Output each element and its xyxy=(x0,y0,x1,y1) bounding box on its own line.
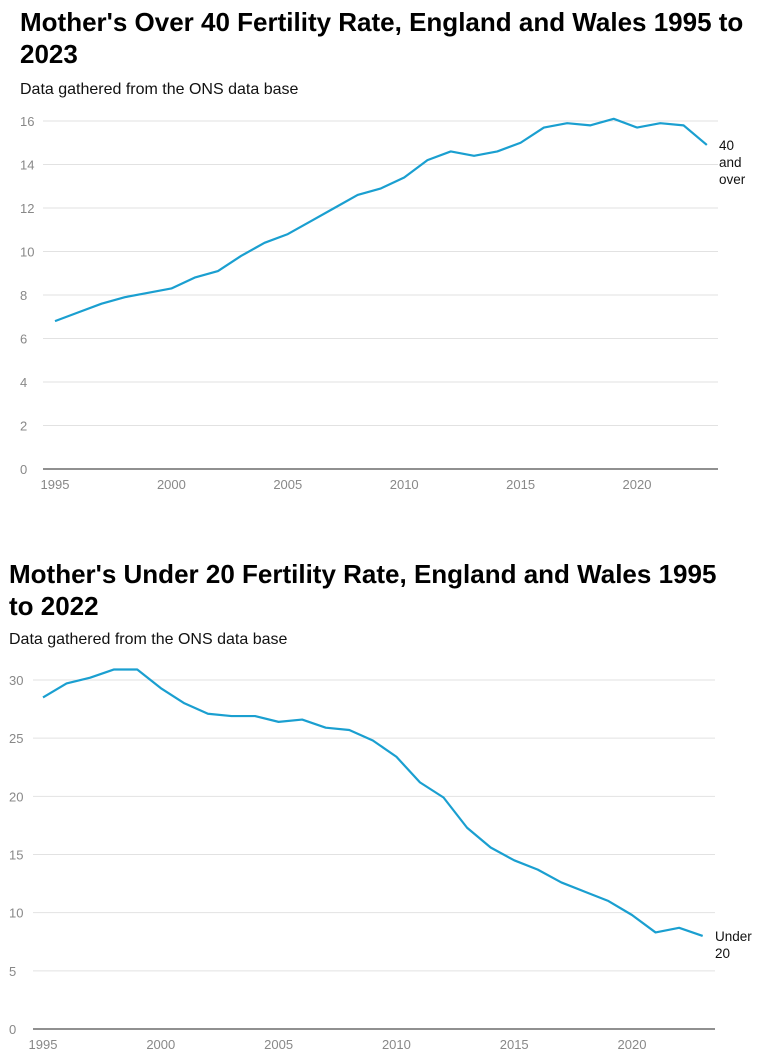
chart1-y-tick-label: 14 xyxy=(20,158,34,173)
chart1-x-tick-label: 2015 xyxy=(506,477,535,492)
chart2-x-tick-label: 2005 xyxy=(264,1037,293,1052)
chart2-y-tick-label: 15 xyxy=(9,848,23,863)
chart2-x-tick-label: 2000 xyxy=(146,1037,175,1052)
chart2-y-tick-label: 0 xyxy=(9,1022,16,1037)
chart1-x-tick-label: 2005 xyxy=(273,477,302,492)
chart2-x-tick-label: 1995 xyxy=(29,1037,58,1052)
chart1-y-tick-label: 12 xyxy=(20,201,34,216)
chart1-y-tick-label: 4 xyxy=(20,375,27,390)
chart1-subtitle: Data gathered from the ONS data base xyxy=(20,81,299,98)
chart1-x-tick-label: 2010 xyxy=(390,477,419,492)
chart1-y-tick-label: 8 xyxy=(20,288,27,303)
chart1-title: Mother's Over 40 Fertility Rate, England… xyxy=(20,7,744,69)
chart1-y-tick-label: 6 xyxy=(20,332,27,347)
chart1-x-tick-label: 1995 xyxy=(41,477,70,492)
chart2-y-tick-label: 5 xyxy=(9,964,16,979)
chart2-x-tick-label: 2010 xyxy=(382,1037,411,1052)
chart1-over-40-line-chart: 0 2 4 6 8 10 12 14 16 1995 2000 2005 2010 2015 2020 40 a… xyxy=(20,114,746,492)
chart2-x-tick-label: 2020 xyxy=(618,1037,647,1052)
chart1-series-label: 40 xyxy=(719,138,734,153)
chart1-series-label: and xyxy=(719,155,742,170)
chart1-y-tick-label: 10 xyxy=(20,245,34,260)
chart1-series-line xyxy=(54,117,708,323)
chart1-y-tick-label: 0 xyxy=(20,462,27,477)
chart2-series-label: 20 xyxy=(715,946,730,961)
chart2-title: Mother's Under 20 Fertility Rate, Englan… xyxy=(9,559,717,621)
chart1-y-tick-label: 16 xyxy=(20,114,34,129)
chart2-y-tick-label: 30 xyxy=(9,673,23,688)
chart1-x-tick-label: 2020 xyxy=(623,477,652,492)
chart2-series-label: Under xyxy=(715,929,752,944)
chart2-y-tick-label: 25 xyxy=(9,731,23,746)
chart1-x-tick-label: 2000 xyxy=(157,477,186,492)
chart2-subtitle: Data gathered from the ONS data base xyxy=(9,631,288,648)
chart1-y-tick-label: 2 xyxy=(20,419,27,434)
chart2-x-tick-label: 2015 xyxy=(500,1037,529,1052)
chart2-y-tick-label: 10 xyxy=(9,906,23,921)
chart2-y-tick-label: 20 xyxy=(9,789,23,804)
chart1-series-label: over xyxy=(719,172,746,187)
chart2-series-line xyxy=(42,668,704,937)
